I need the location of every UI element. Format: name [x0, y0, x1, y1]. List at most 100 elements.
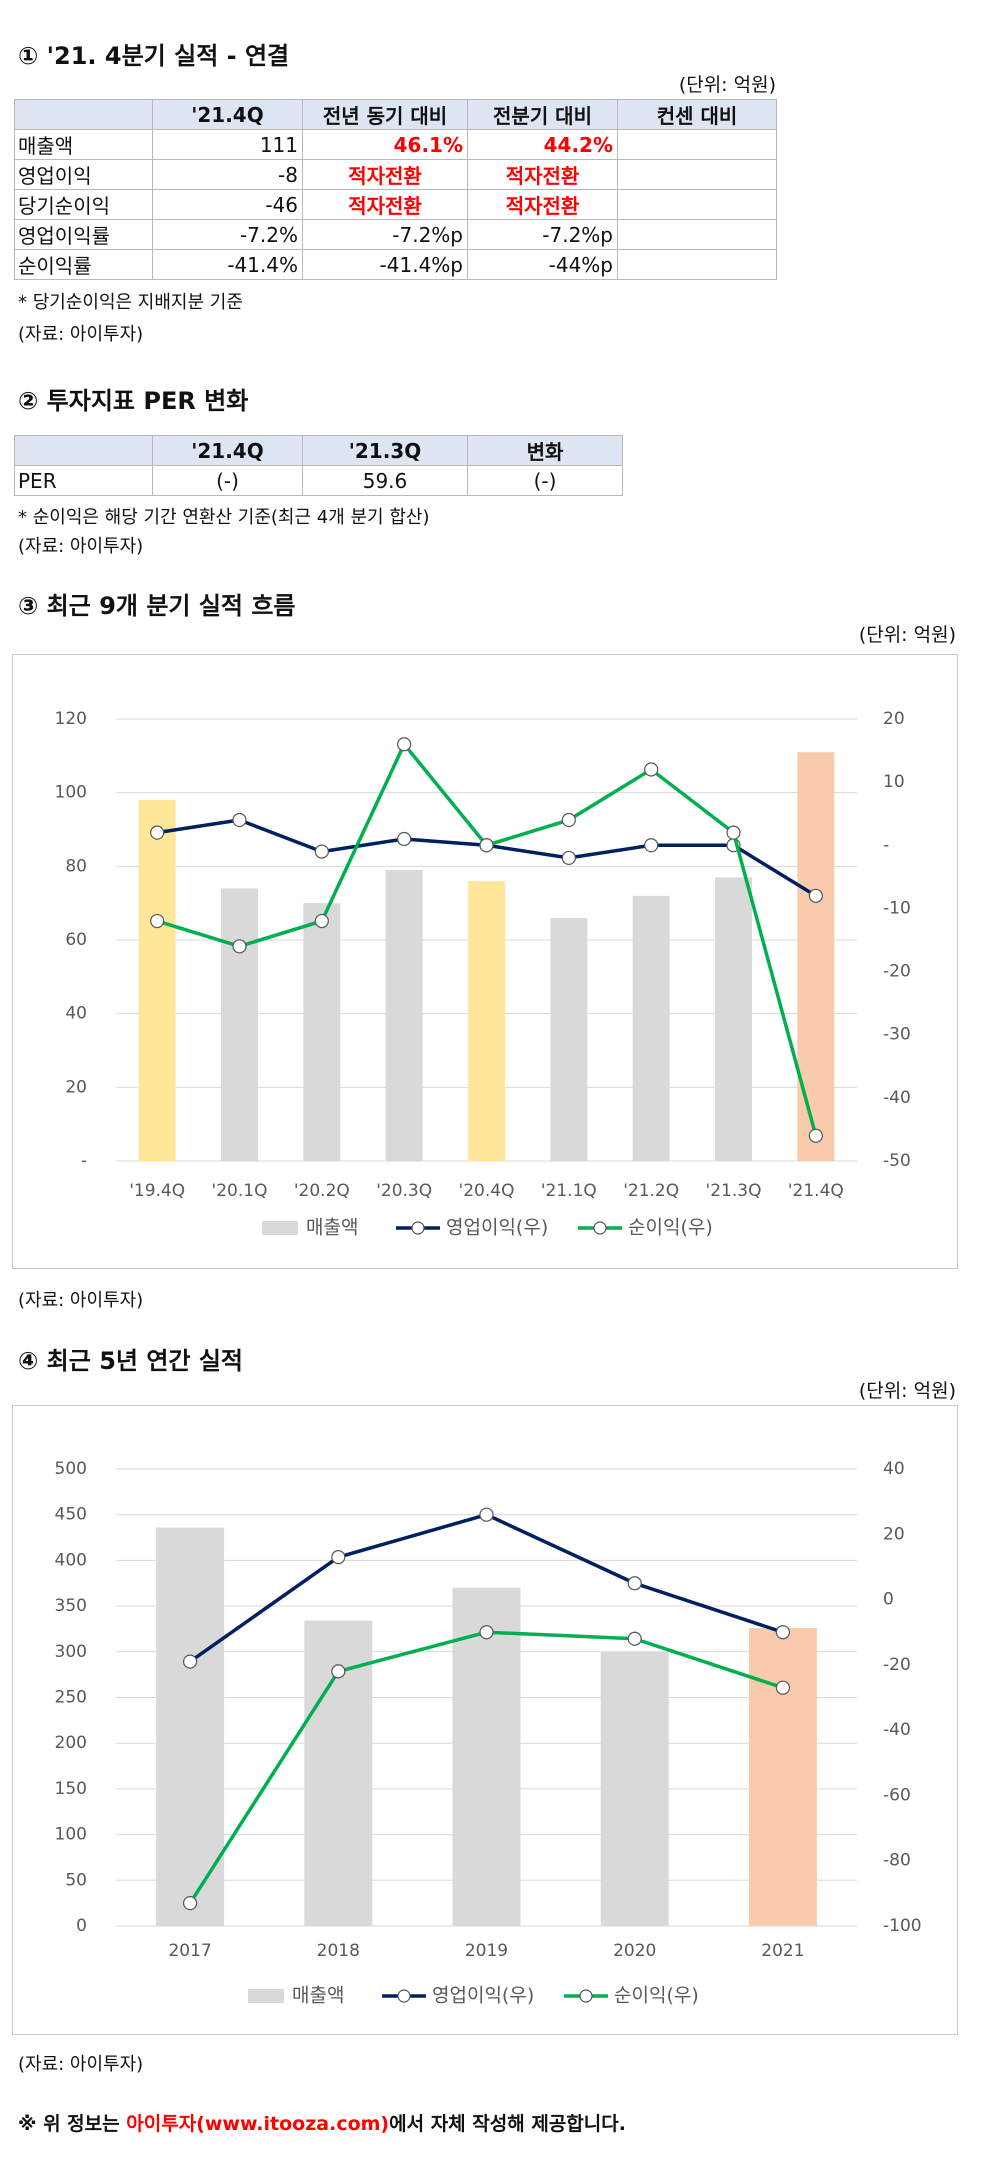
y-tick-label-right: 40	[883, 1459, 905, 1479]
table-row: 영업이익률 -7.2% -7.2%p -7.2%p	[14, 219, 777, 250]
section1-source: (자료: 아이투자)	[18, 324, 144, 345]
y-tick-label-right: -	[883, 835, 889, 855]
table-row: 순이익률 -41.4% -41.4%p -44%p	[14, 249, 777, 280]
y-tick-label-left: 60	[65, 930, 87, 950]
y-tick-label-left: 450	[55, 1505, 87, 1525]
section3-source: (자료: 아이투자)	[18, 1290, 144, 1311]
header-cell	[14, 435, 153, 466]
net-profit-point	[397, 737, 412, 752]
net-profit-point	[232, 939, 247, 954]
y-tick-label-right: -40	[883, 1088, 911, 1108]
operating-profit-point	[644, 838, 659, 853]
footer-prefix: ※ 위 정보는	[18, 2113, 127, 2135]
row-label: 순이익률	[14, 249, 153, 280]
header-cell: '21.4Q	[152, 99, 303, 130]
revenue-bar	[303, 903, 341, 1161]
legend-label-revenue: 매출액	[306, 1217, 358, 1239]
consensus-cell	[617, 189, 777, 220]
consensus-cell	[617, 129, 777, 160]
y-tick-label-left: 20	[65, 1077, 87, 1097]
header-cell: '21.3Q	[302, 435, 468, 466]
net-profit-point	[726, 825, 741, 840]
legend-swatch-revenue	[248, 1989, 284, 2003]
value-cell: 111	[152, 129, 303, 160]
consensus-cell	[617, 159, 777, 190]
y-tick-label-left: 100	[55, 783, 87, 803]
operating-profit-legend-label: 영업이익(우)	[432, 1985, 534, 2007]
annual-chart: 0 50 100 150 200 250 300 350 400 450 500 -100 -80 -60…	[12, 1405, 958, 2035]
section2-source: (자료: 아이투자)	[18, 536, 144, 557]
x-tick-label: 2021	[761, 1941, 804, 1961]
qoq-cell: 적자전환	[467, 189, 618, 220]
operating-profit-point	[314, 844, 329, 859]
y-tick-label-left: -	[81, 1151, 87, 1171]
net-profit-point	[627, 1631, 642, 1646]
y-tick-label-left: 80	[65, 856, 87, 876]
y-tick-label-left: 150	[55, 1779, 87, 1799]
annual-chart-svg: 050100150200250300350400450500-100-80-60…	[55, 1459, 922, 2007]
section4-source: (자료: 아이투자)	[18, 2054, 144, 2075]
x-tick-label: '21.1Q	[541, 1181, 597, 1201]
y-tick-label-left: 40	[65, 1004, 87, 1024]
operating-profit-point	[561, 850, 576, 866]
footer-note: ※ 위 정보는 아이투자(www.itooza.com)에서 자체 작성해 제공…	[18, 2109, 626, 2136]
revenue-bar	[748, 1628, 817, 1926]
revenue-bar	[797, 752, 835, 1161]
consensus-cell	[617, 219, 777, 250]
operating-profit-legend-marker	[397, 1989, 411, 2003]
y-tick-label-left: 120	[55, 709, 87, 729]
operating-profit-point	[397, 831, 412, 847]
legend-swatch-revenue	[262, 1221, 298, 1235]
operating-profit-point	[150, 825, 165, 840]
net-profit-point	[808, 1128, 823, 1143]
y-tick-label-right: -80	[883, 1851, 911, 1871]
per-table: '21.4Q '21.3Q 변화 PER (-) 59.6 (-)	[14, 435, 623, 496]
header-cell: 컨센 대비	[617, 99, 777, 130]
operating-profit-point	[232, 812, 247, 828]
itooza-link[interactable]: 아이투자(www.itooza.com)	[126, 2113, 390, 2135]
y-tick-label-left: 0	[76, 1916, 87, 1936]
value-cell: -46	[152, 189, 303, 220]
header-cell: '21.4Q	[152, 435, 303, 466]
revenue-bar	[715, 877, 752, 1161]
operating-profit-legend-label: 영업이익(우)	[446, 1217, 548, 1239]
revenue-bar	[156, 1527, 225, 1926]
value-cell: -41.4%	[152, 249, 303, 280]
per-previous-cell: 59.6	[302, 465, 468, 496]
y-tick-label-right: -50	[883, 1151, 911, 1171]
footer-suffix: 에서 자체 작성해 제공합니다.	[389, 2113, 626, 2135]
section2-note: * 순이익은 해당 기간 연환산 기준(최근 4개 분기 합산)	[18, 507, 430, 528]
net-profit-legend-marker	[579, 1989, 593, 2003]
consensus-cell	[617, 249, 777, 280]
yoy-cell: 46.1%	[302, 129, 468, 160]
section4-unit: (단위: 억원)	[858, 1380, 956, 1402]
y-tick-label-left: 50	[65, 1870, 87, 1890]
qoq-cell: 44.2%	[467, 129, 618, 160]
row-label: 매출액	[14, 129, 153, 160]
y-tick-label-left: 500	[55, 1459, 87, 1479]
y-tick-label-left: 350	[55, 1596, 87, 1616]
value-cell: -8	[152, 159, 303, 190]
net-profit-point	[150, 913, 165, 929]
section1-title: ① '21. 4분기 실적 - 연결	[18, 42, 290, 70]
y-tick-label-right: -100	[883, 1916, 922, 1936]
row-label: 영업이익	[14, 159, 153, 190]
section3-title: ③ 최근 9개 분기 실적 흐름	[18, 592, 296, 620]
x-tick-label: '21.4Q	[788, 1181, 844, 1201]
y-tick-label-right: 20	[883, 1524, 905, 1544]
row-label: 영업이익률	[14, 219, 153, 250]
results-header-row: '21.4Q 전년 동기 대비 전분기 대비 컨센 대비	[14, 99, 777, 130]
table-row: 당기순이익 -46 적자전환 적자전환	[14, 189, 777, 220]
revenue-bar	[632, 895, 670, 1161]
revenue-bar	[138, 800, 176, 1161]
net-profit-point	[479, 838, 494, 853]
y-tick-label-right: -60	[883, 1785, 911, 1805]
net-profit-point	[314, 913, 329, 929]
operating-profit-point	[808, 888, 823, 903]
y-tick-label-left: 100	[55, 1825, 87, 1845]
operating-profit-legend-marker	[411, 1221, 425, 1235]
quarterly-chart: -20 40 60 80 100 120 -50 -40 -30 -20 -10-10 20'19.4…	[12, 654, 958, 1269]
revenue-bar	[385, 870, 423, 1161]
y-tick-label-left: 300	[55, 1642, 87, 1662]
x-tick-label: '20.1Q	[212, 1181, 268, 1201]
